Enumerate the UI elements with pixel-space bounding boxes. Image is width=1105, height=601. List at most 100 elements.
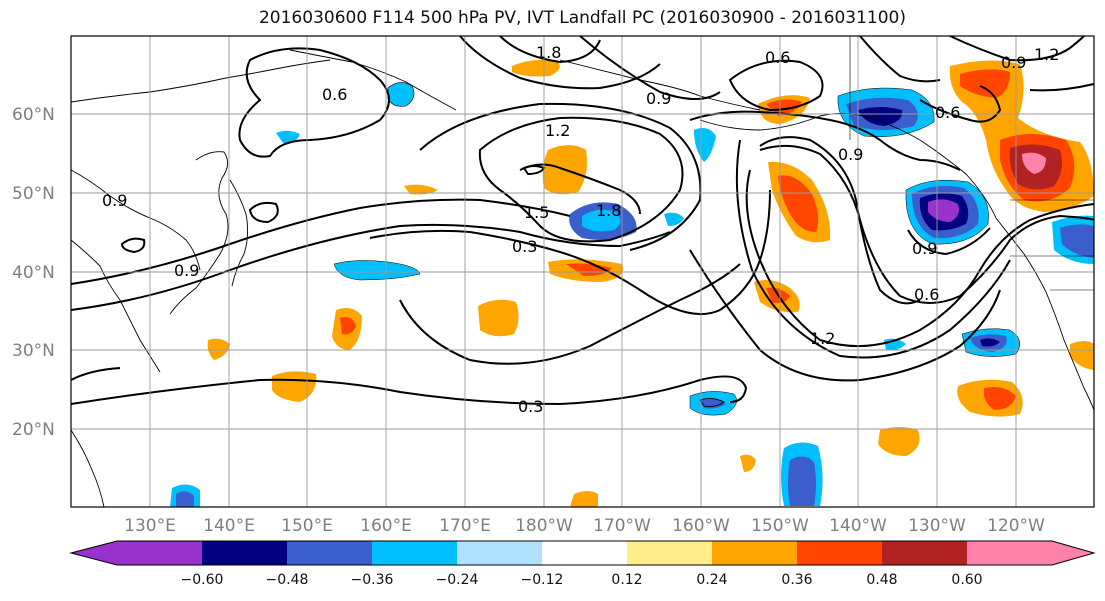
colorbar-swatch (287, 541, 372, 565)
colorbar-tick-label: 0.24 (696, 572, 727, 588)
contour-line (519, 163, 641, 215)
colorbar-swatch (797, 541, 882, 565)
anomaly-patch (928, 199, 959, 222)
contour-label: 0.6 (322, 85, 347, 104)
lon-label: 150°W (751, 516, 809, 536)
contour-label: 1.8 (596, 201, 621, 220)
contour-label-group: 1.8 0.6 0.9 1.2 0.6 0.9 0.6 0.9 1.2 1.5 … (102, 43, 1059, 416)
anomaly-patch (694, 128, 716, 162)
coastline (995, 217, 1095, 411)
colorbar-swatch (71, 541, 117, 565)
coastline (699, 113, 997, 219)
contour-line (70, 198, 571, 285)
anomaly-patch (858, 107, 903, 126)
contour-label: 0.6 (765, 48, 790, 67)
lon-label: 160°W (672, 516, 730, 536)
colorbar-tick-label: 0.12 (611, 572, 642, 588)
contour-line (689, 249, 1001, 382)
contour-label: 1.8 (536, 43, 561, 62)
contour-line (689, 110, 961, 171)
contour-label: 1.2 (545, 121, 570, 140)
colorbar-tick-label: −0.60 (181, 572, 224, 588)
contour-label: 1.2 (1034, 45, 1059, 64)
anomaly-patch (1070, 341, 1094, 370)
contour-line (745, 169, 1095, 348)
contour-line (70, 367, 121, 381)
anomaly-patch (766, 99, 802, 116)
anomaly-patch (512, 59, 560, 77)
anomaly-patch (1022, 152, 1046, 174)
colorbar-tick-label: 0.36 (781, 572, 812, 588)
contour-label: 0.6 (935, 103, 960, 122)
colorbar-swatch (372, 541, 457, 565)
colorbar-tick-label: 0.60 (951, 572, 982, 588)
colorbar-outline (69, 540, 1096, 566)
anomaly-patch (788, 456, 816, 506)
anomaly-patch (176, 491, 194, 507)
pv-contours (70, 35, 1095, 406)
colorbar-swatch (882, 541, 967, 565)
coastline (169, 151, 229, 315)
lon-label: 130°W (908, 516, 966, 536)
anomaly-patch (582, 209, 621, 232)
colorbar-tick-label: −0.12 (521, 572, 564, 588)
lon-label: 140°E (203, 516, 255, 536)
colorbar-swatch (712, 541, 797, 565)
lat-label: 60°N (12, 105, 55, 125)
contour-label: 0.3 (518, 397, 543, 416)
contour-line (248, 201, 279, 224)
contour-label: 0.3 (512, 237, 537, 256)
colorbar-swatch (117, 541, 202, 565)
lon-label: 180°W (515, 516, 573, 536)
lon-label: 150°E (281, 516, 333, 536)
anomaly-patch (566, 263, 612, 276)
contour-line (478, 116, 684, 243)
contour-line (70, 375, 748, 406)
map-area: 1.8 0.6 0.9 1.2 0.6 0.9 0.6 0.9 1.2 1.5 … (70, 35, 1095, 508)
anomaly-patch (207, 338, 230, 360)
contour-line (859, 35, 941, 83)
colorbar-swatch (457, 541, 542, 565)
contour-line (949, 35, 1085, 62)
contour-label: 0.9 (912, 239, 937, 258)
colorbar-tick-label: −0.24 (436, 572, 479, 588)
anomaly-patch (1060, 224, 1094, 258)
anomaly-patch (664, 212, 684, 226)
contour-line (759, 144, 1095, 304)
contour-line (579, 35, 721, 100)
coastline (229, 179, 249, 287)
colorbar-tick-label: −0.36 (351, 572, 394, 588)
coastline (70, 239, 161, 373)
lat-label: 20°N (12, 420, 55, 440)
border-line (849, 36, 1094, 291)
lat-label: 40°N (12, 263, 55, 283)
map-title: 2016030600 F114 500 hPa PV, IVT Landfall… (258, 8, 906, 28)
coastline (289, 49, 457, 111)
lon-label: 120°W (987, 516, 1045, 536)
anomaly-patch (570, 491, 598, 507)
contour-label: 0.9 (102, 191, 127, 210)
colorbar-swatch (542, 541, 627, 565)
anomaly-patch (960, 69, 1010, 98)
latitude-labels: 60°N 50°N 40°N 30°N 20°N (12, 105, 55, 440)
coastline (70, 429, 105, 508)
contour-line (1029, 83, 1095, 92)
lon-label: 160°E (360, 516, 412, 536)
anomaly-patch (878, 427, 920, 456)
contour-label: 0.6 (914, 285, 939, 304)
contour-line (419, 102, 702, 251)
colorbar-swatch (967, 541, 1052, 565)
gridlines (71, 36, 1094, 507)
colorbar-swatch (1052, 541, 1094, 565)
coastline (559, 59, 761, 111)
colorbar-tick-label: −0.48 (266, 572, 309, 588)
contour-label: 1.2 (810, 329, 835, 348)
lon-label: 170°E (439, 516, 491, 536)
anomaly-patch (980, 338, 1000, 347)
contour-label: 1.5 (524, 203, 549, 222)
contour-line (735, 139, 1011, 359)
contour-line (70, 223, 671, 311)
coastline-hawaii (699, 397, 725, 407)
anomaly-patch (333, 260, 421, 281)
